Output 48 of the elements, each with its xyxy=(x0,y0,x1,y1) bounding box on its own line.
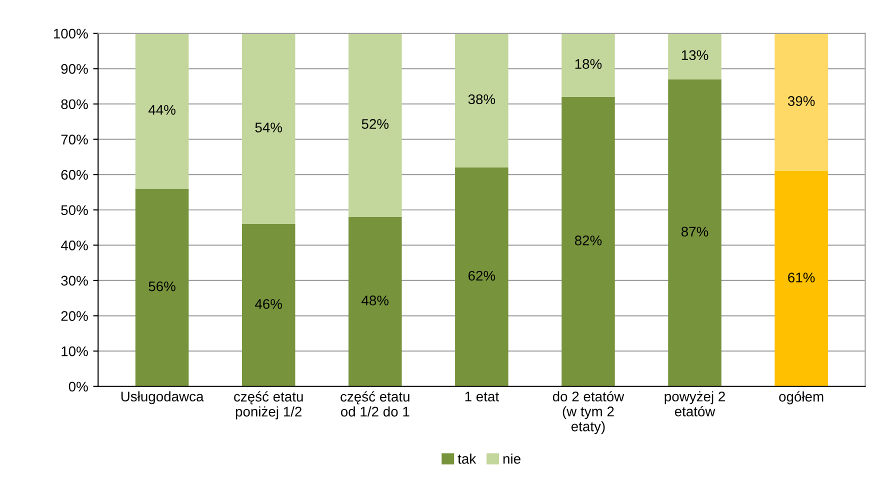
data-label: 87% xyxy=(681,226,708,237)
data-label: 48% xyxy=(362,296,389,306)
bar xyxy=(242,224,296,386)
bar xyxy=(774,33,828,172)
x-tick-label: do 2 etatów (w tym 2 etaty) xyxy=(552,391,624,434)
bar xyxy=(562,96,615,386)
y-tick-label: 80% xyxy=(61,99,88,110)
data-label: 38% xyxy=(468,94,496,104)
bar xyxy=(562,33,615,97)
x-tick-label: część etatu poniżej 1/2 xyxy=(234,391,303,420)
y-tick-label: 40% xyxy=(60,240,88,250)
x-tick-label: Usługodawca xyxy=(121,391,204,404)
y-tick-label: 90% xyxy=(61,64,88,74)
data-label: 52% xyxy=(362,119,389,129)
data-label: 46% xyxy=(255,299,282,309)
data-label: 62% xyxy=(468,270,496,281)
y-tick-label: 30% xyxy=(61,276,88,286)
bar xyxy=(348,216,402,386)
y-tick-label: 50% xyxy=(61,205,88,216)
x-tick-label: ogółem xyxy=(779,391,824,404)
x-tick-label: powyżej 2 etatów xyxy=(664,391,725,416)
data-label: 39% xyxy=(788,96,815,106)
bar xyxy=(668,33,722,80)
y-tick-label: 10% xyxy=(62,346,88,356)
bar xyxy=(455,33,508,168)
bar xyxy=(135,188,189,386)
y-tick-label: 0% xyxy=(68,382,88,392)
y-tick-label: 100% xyxy=(54,28,88,39)
data-label: 61% xyxy=(788,272,815,282)
y-tick-label: 70% xyxy=(61,134,88,144)
legend-label: tak xyxy=(458,454,476,464)
data-label: 13% xyxy=(682,50,708,60)
data-label: 56% xyxy=(148,281,176,292)
data-label: 54% xyxy=(255,122,282,132)
data-label: 82% xyxy=(574,236,602,246)
y-tick-label: 60% xyxy=(61,170,88,180)
legend-label: nie xyxy=(503,454,520,464)
x-tick-label: część etatu od 1/2 do 1 xyxy=(340,391,410,417)
data-label: 44% xyxy=(148,105,176,115)
bar xyxy=(135,33,189,189)
data-label: 18% xyxy=(575,59,602,69)
y-tick-label: 20% xyxy=(61,311,88,321)
bar xyxy=(242,33,296,224)
bar xyxy=(668,79,722,386)
bar xyxy=(348,33,402,217)
bar xyxy=(774,171,828,386)
x-tick-label: 1 etat xyxy=(465,392,499,402)
bar xyxy=(455,168,508,386)
